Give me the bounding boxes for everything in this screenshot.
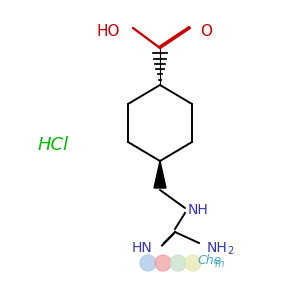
Text: HCl: HCl [38,136,69,154]
Text: O: O [200,25,212,40]
Text: m: m [215,259,224,269]
Polygon shape [154,161,166,188]
Circle shape [185,255,201,271]
Text: NH: NH [207,241,228,255]
Circle shape [170,255,186,271]
Text: HN: HN [131,241,152,255]
Circle shape [155,255,171,271]
Circle shape [140,255,156,271]
Text: 2: 2 [227,246,233,256]
Text: Che: Che [197,254,221,266]
Text: HO: HO [97,25,120,40]
Text: NH: NH [188,203,209,217]
